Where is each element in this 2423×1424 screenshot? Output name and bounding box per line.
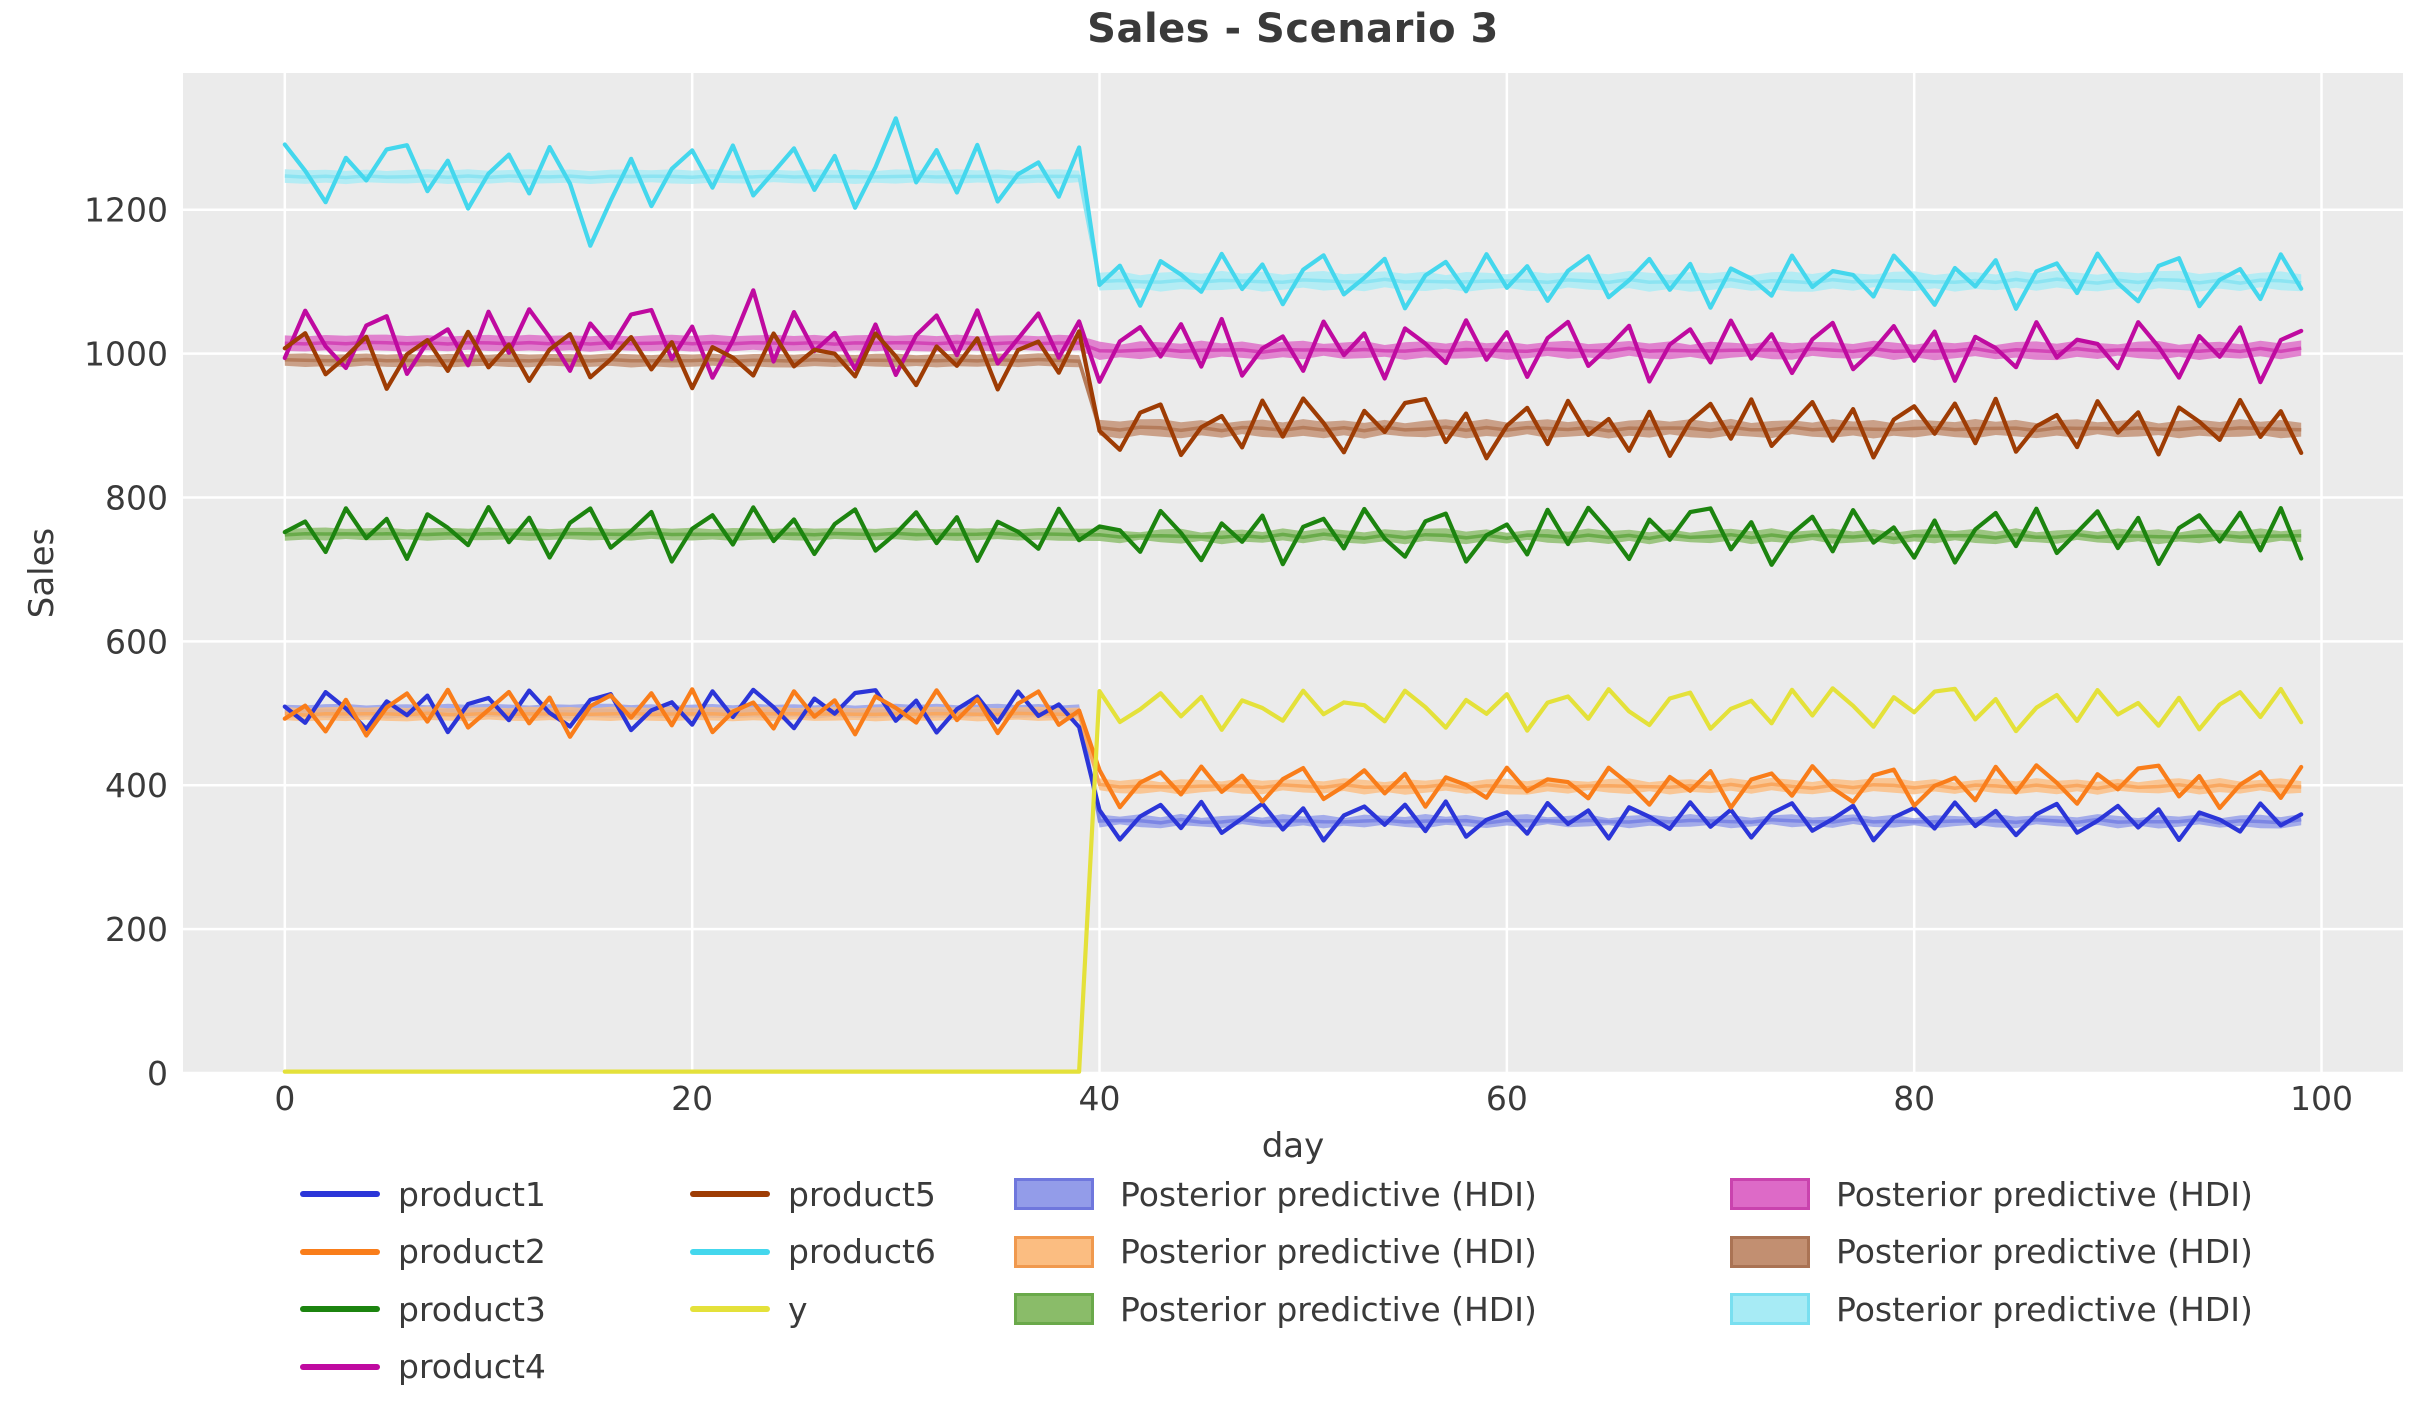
legend-entry-label: product4 (398, 1347, 546, 1386)
x-tick-label: 40 (1079, 1079, 1121, 1118)
legend-patch-swatch (1014, 1293, 1094, 1325)
legend-line-swatch (300, 1363, 380, 1370)
legend-entry-product1: product1 (300, 1174, 546, 1214)
legend-line-swatch (690, 1248, 770, 1255)
legend-entry-product4: product4 (300, 1347, 546, 1387)
hdi-band-product4 (284, 334, 2302, 361)
legend-entry-label: Posterior predictive (HDI) (1836, 1232, 2253, 1271)
x-tick-label: 100 (2290, 1079, 2353, 1118)
legend-entry-hdi-2-2: Posterior predictive (HDI) (1014, 1289, 1537, 1329)
hdi-mean-product3 (284, 531, 2302, 541)
y-tick-label: 800 (105, 478, 168, 517)
series-line-product5 (282, 329, 2304, 461)
hdi-band-product2 (284, 706, 2302, 795)
x-tick-label: 0 (274, 1079, 295, 1118)
legend-entry-hdi-3-0: Posterior predictive (HDI) (1730, 1174, 2253, 1214)
legend-entry-hdi-3-1: Posterior predictive (HDI) (1730, 1232, 2253, 1272)
series-line-product6 (282, 116, 2304, 311)
legend-line-swatch (300, 1306, 380, 1312)
legend-entry-label: product6 (788, 1232, 936, 1271)
legend-line-swatch (690, 1306, 770, 1312)
series-line-product1 (282, 687, 2304, 843)
legend-entry-product5: product5 (690, 1174, 936, 1214)
chart-title: Sales - Scenario 3 (1087, 6, 1499, 52)
legend-entry-label: Posterior predictive (HDI) (1120, 1232, 1537, 1271)
series-line-product2 (282, 687, 2304, 811)
legend-patch-swatch (1730, 1293, 1810, 1325)
y-tick-label: 1000 (84, 335, 168, 374)
x-axis-label: day (1261, 1126, 1325, 1166)
legend-entry-product3: product3 (300, 1289, 546, 1329)
x-tick-label: 20 (671, 1079, 713, 1118)
legend-entry-hdi-2-0: Posterior predictive (HDI) (1014, 1174, 1537, 1214)
legend-line-swatch (300, 1191, 380, 1197)
legend-line-swatch (690, 1191, 770, 1197)
legend-entry-hdi-2-1: Posterior predictive (HDI) (1014, 1232, 1537, 1272)
legend-entry-label: Posterior predictive (HDI) (1836, 1289, 2253, 1329)
legend-entry-label: Posterior predictive (HDI) (1120, 1289, 1537, 1329)
series-line-product3 (282, 505, 2304, 567)
legend-entry-label: product1 (398, 1174, 546, 1214)
y-tick-label: 600 (105, 622, 168, 661)
legend-entry-hdi-3-2: Posterior predictive (HDI) (1730, 1289, 2253, 1329)
y-tick-label: 400 (105, 766, 168, 805)
legend-entry-y: y (690, 1289, 808, 1329)
series-line-product4 (282, 288, 2304, 385)
legend-entry-label: y (788, 1289, 808, 1329)
legend-patch-swatch (1014, 1235, 1094, 1268)
series-line-y (282, 686, 2304, 1074)
legend-entry-label: Posterior predictive (HDI) (1836, 1174, 2253, 1214)
y-tick-label: 200 (105, 910, 168, 949)
y-tick-label: 1200 (84, 191, 168, 230)
x-tick-label: 80 (1893, 1079, 1935, 1118)
y-tick-label: 0 (147, 1054, 168, 1093)
hdi-mean-product5 (284, 357, 2302, 433)
legend-entry-product6: product6 (690, 1232, 936, 1272)
legend-line-swatch (300, 1248, 380, 1255)
legend-entry-label: Posterior predictive (HDI) (1120, 1174, 1537, 1214)
legend-patch-swatch (1014, 1178, 1094, 1210)
legend-entry-label: product2 (398, 1232, 546, 1271)
legend-patch-swatch (1730, 1235, 1810, 1268)
legend-entry-label: product5 (788, 1174, 936, 1214)
legend-entry-label: product3 (398, 1289, 546, 1329)
x-tick-label: 60 (1486, 1079, 1528, 1118)
legend-patch-swatch (1730, 1178, 1810, 1210)
axes-background (183, 73, 2403, 1073)
legend-entry-product2: product2 (300, 1232, 546, 1272)
